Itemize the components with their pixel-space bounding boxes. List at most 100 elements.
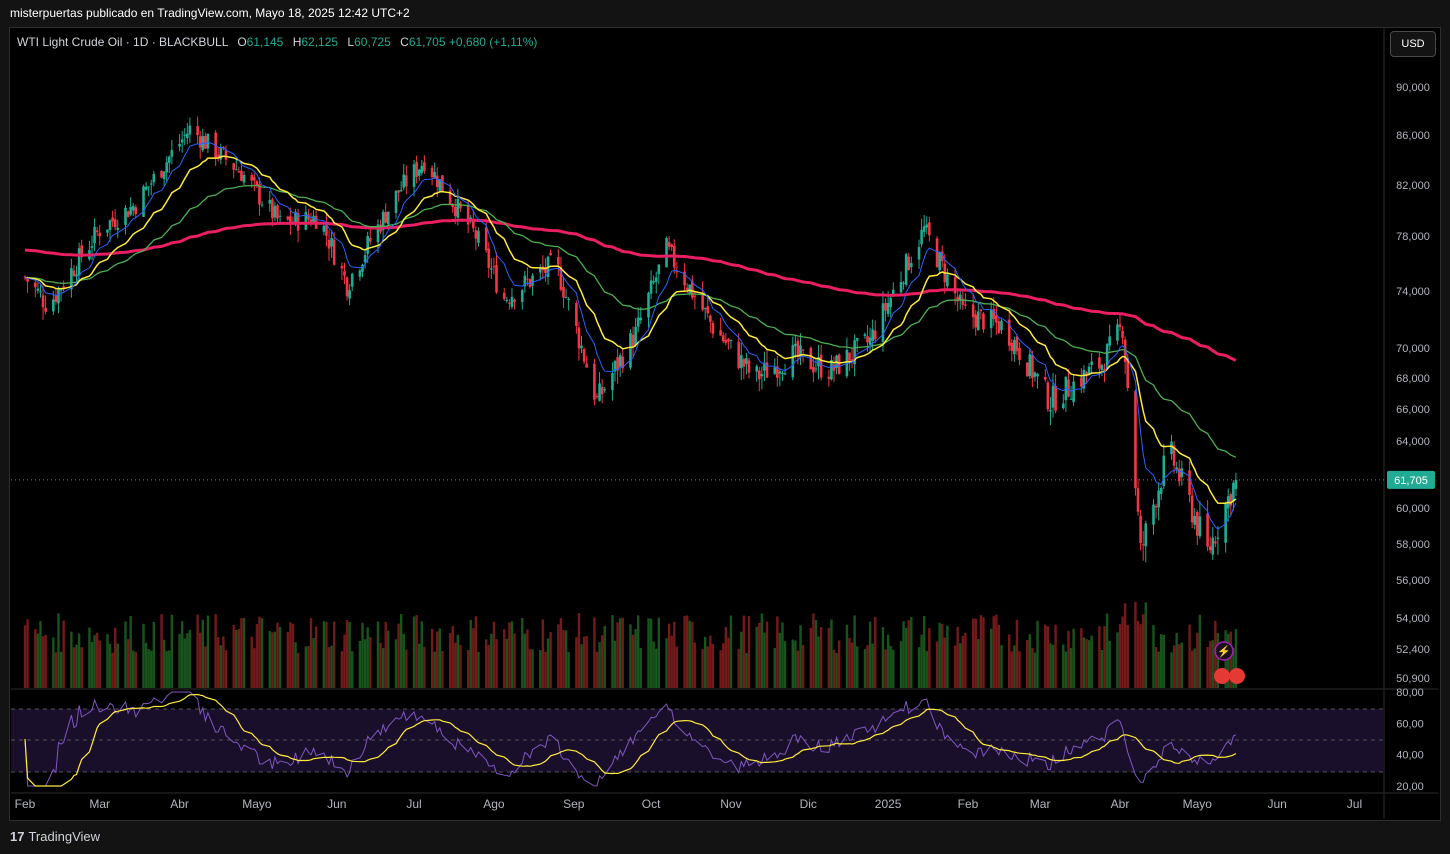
candle-body bbox=[580, 345, 583, 349]
candle-body bbox=[54, 295, 58, 302]
volume-bar bbox=[250, 636, 253, 688]
volume-bar bbox=[884, 649, 887, 688]
volume-bar bbox=[363, 639, 367, 688]
price-tick-label: 64,000 bbox=[1396, 436, 1430, 448]
volume-bar bbox=[943, 637, 946, 688]
symbol-title: WTI Light Crude Oil · 1D · BLACKBULL bbox=[17, 35, 228, 49]
candle-body bbox=[327, 239, 331, 249]
volume-bar bbox=[763, 632, 766, 688]
volume-bar bbox=[758, 622, 761, 688]
volume-bar bbox=[144, 642, 148, 688]
candle-body bbox=[1152, 504, 1155, 525]
time-tick-label: Abr bbox=[170, 797, 189, 811]
candle-body bbox=[196, 126, 199, 136]
candle-body bbox=[1159, 487, 1163, 494]
volume-bar bbox=[98, 640, 101, 688]
candle-body bbox=[855, 338, 859, 341]
time-tick-label: Sep bbox=[563, 797, 585, 811]
volume-bar bbox=[853, 615, 856, 688]
volume-bar bbox=[585, 635, 588, 688]
candle-body bbox=[742, 359, 746, 367]
candle-body bbox=[286, 216, 290, 220]
currency-button[interactable]: USD bbox=[1390, 31, 1436, 57]
volume-bar bbox=[276, 622, 279, 688]
candle-body bbox=[198, 136, 202, 148]
volume-bar bbox=[1188, 624, 1191, 688]
candle-body bbox=[889, 297, 892, 308]
volume-bar bbox=[959, 643, 962, 688]
candle-body bbox=[721, 335, 725, 342]
volume-bar bbox=[150, 650, 153, 688]
volume-bar bbox=[160, 614, 163, 688]
candle-body bbox=[956, 296, 959, 302]
candle-body bbox=[1121, 330, 1124, 338]
volume-bar bbox=[62, 620, 65, 688]
candle-body bbox=[363, 255, 367, 263]
volume-bar bbox=[722, 643, 725, 688]
volume-bar bbox=[57, 613, 60, 688]
flag-icon bbox=[1229, 668, 1245, 684]
volume-bar bbox=[917, 647, 921, 688]
candle-body bbox=[134, 207, 138, 215]
candle-body bbox=[907, 256, 911, 270]
candle-body bbox=[1206, 513, 1209, 547]
volume-bar bbox=[961, 636, 965, 688]
candle-body bbox=[98, 232, 102, 237]
volume-bar bbox=[711, 644, 715, 688]
time-tick-label: Mayo bbox=[242, 797, 272, 811]
volume-bar bbox=[621, 617, 624, 688]
volume-bar bbox=[345, 620, 349, 688]
volume-bar bbox=[1098, 626, 1101, 688]
volume-bar bbox=[399, 614, 403, 688]
candle-body bbox=[152, 173, 156, 183]
candle-body bbox=[381, 211, 385, 231]
volume-bar bbox=[240, 618, 243, 688]
volume-bar bbox=[1178, 644, 1181, 688]
candle-body bbox=[928, 222, 931, 236]
candle-body bbox=[989, 309, 993, 329]
volume-bar bbox=[935, 641, 939, 688]
candle-body bbox=[350, 273, 354, 287]
time-tick-label: Nov bbox=[720, 797, 741, 811]
candle-body bbox=[1157, 490, 1160, 508]
candle-body bbox=[294, 211, 297, 224]
candle-body bbox=[629, 333, 632, 368]
candle-body bbox=[149, 183, 153, 185]
candle-body bbox=[278, 215, 282, 217]
candle-body bbox=[240, 170, 243, 181]
candle-body bbox=[593, 363, 596, 400]
price-tick-label: 66,000 bbox=[1396, 404, 1430, 416]
volume-bar bbox=[88, 627, 91, 688]
volume-bar bbox=[701, 649, 704, 688]
volume-bar bbox=[508, 622, 511, 688]
candle-body bbox=[891, 289, 895, 297]
volume-bar bbox=[178, 633, 181, 688]
candle-body bbox=[484, 227, 488, 251]
candle-body bbox=[873, 330, 877, 340]
candle-body bbox=[747, 360, 751, 373]
candle-body bbox=[799, 345, 802, 358]
volume-bar bbox=[487, 644, 490, 688]
time-tick-label: Jul bbox=[1347, 797, 1362, 811]
candle-body bbox=[652, 281, 655, 283]
candle-body bbox=[106, 229, 109, 233]
candle-body bbox=[394, 190, 398, 213]
volume-bar bbox=[1080, 628, 1083, 688]
volume-bar bbox=[582, 636, 586, 688]
volume-bar bbox=[683, 615, 686, 688]
volume-bar bbox=[616, 622, 619, 688]
candle-body bbox=[940, 251, 944, 261]
footer-brand[interactable]: 17 TradingView bbox=[10, 829, 100, 844]
volume-bar bbox=[1010, 651, 1013, 688]
candle-body bbox=[1214, 541, 1217, 544]
candle-body bbox=[402, 174, 406, 188]
volume-bar bbox=[41, 636, 45, 688]
volume-bar bbox=[289, 622, 292, 688]
volume-bar bbox=[278, 626, 282, 688]
volume-bar bbox=[675, 646, 679, 688]
candle-body bbox=[1051, 385, 1055, 408]
volume-bar bbox=[1172, 645, 1176, 688]
candle-body bbox=[386, 211, 390, 225]
volume-bar bbox=[1234, 629, 1238, 688]
